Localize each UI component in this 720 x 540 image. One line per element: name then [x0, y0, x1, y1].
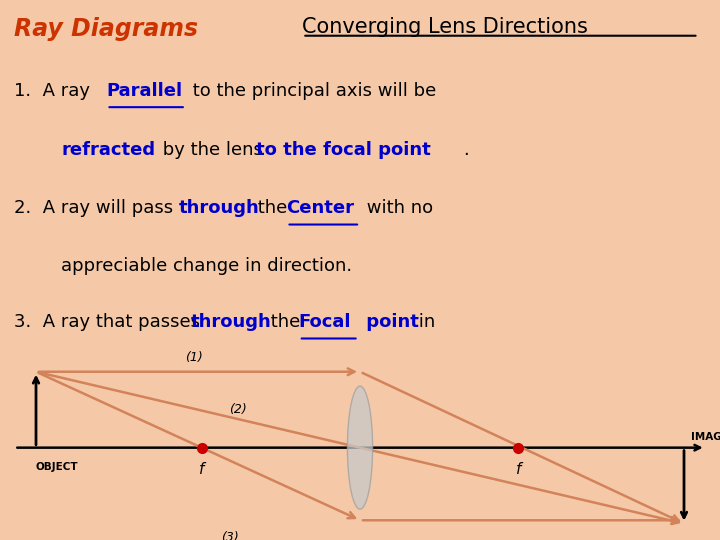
- Text: f: f: [516, 462, 521, 477]
- Text: f: f: [199, 462, 204, 477]
- Text: 2.  A ray will pass: 2. A ray will pass: [14, 199, 179, 217]
- Text: Center: Center: [287, 199, 354, 217]
- Text: refracted: refracted: [61, 141, 156, 159]
- Text: Focal: Focal: [299, 313, 351, 331]
- Text: to the focal point: to the focal point: [256, 141, 431, 159]
- Text: (2): (2): [229, 403, 246, 416]
- Text: with no: with no: [361, 199, 433, 217]
- Text: through: through: [179, 199, 259, 217]
- Text: in: in: [413, 313, 435, 331]
- Text: (1): (1): [186, 352, 203, 365]
- Text: Ray Diagrams: Ray Diagrams: [14, 17, 199, 41]
- Text: Parallel: Parallel: [107, 82, 183, 100]
- Text: the: the: [252, 199, 293, 217]
- Text: point: point: [360, 313, 419, 331]
- Text: Converging Lens Directions: Converging Lens Directions: [302, 17, 588, 37]
- Text: 1.  A ray: 1. A ray: [14, 82, 96, 100]
- Text: IMAGE: IMAGE: [691, 433, 720, 442]
- Text: .: .: [463, 141, 469, 159]
- Text: 3.  A ray that passes: 3. A ray that passes: [14, 313, 206, 331]
- Text: through: through: [191, 313, 271, 331]
- Ellipse shape: [347, 386, 373, 509]
- Text: the: the: [265, 313, 306, 331]
- Text: appreciable change in direction.: appreciable change in direction.: [61, 257, 352, 275]
- Text: (3): (3): [222, 531, 239, 540]
- Text: OBJECT: OBJECT: [36, 462, 78, 472]
- Text: by the lens: by the lens: [157, 141, 269, 159]
- Text: to the principal axis will be: to the principal axis will be: [187, 82, 436, 100]
